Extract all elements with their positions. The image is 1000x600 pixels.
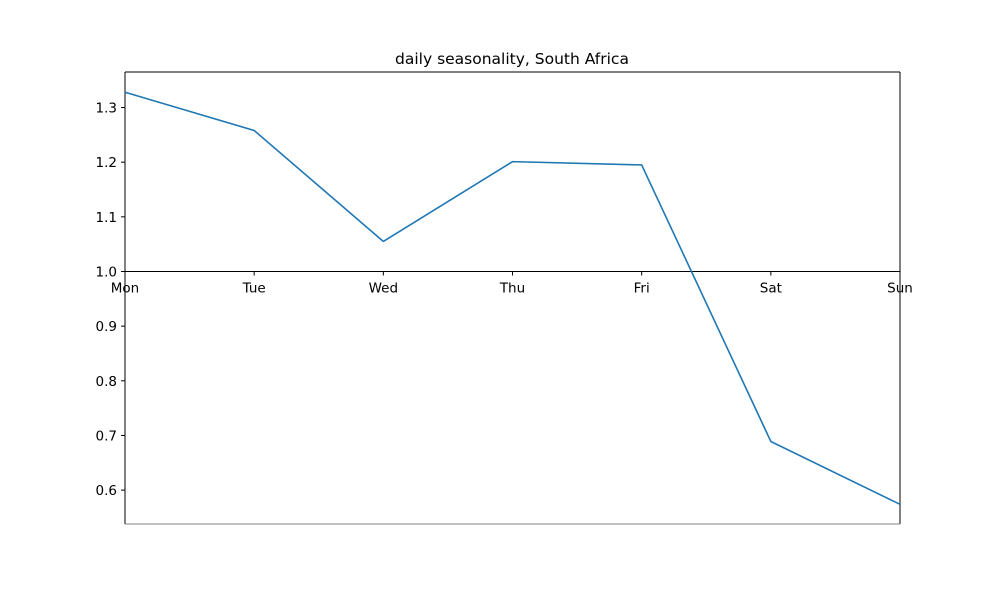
x-tick-label: Thu	[499, 280, 525, 296]
y-tick-label: 1.3	[96, 101, 117, 117]
y-tick-label: 0.8	[96, 374, 117, 390]
y-tick-label: 0.6	[96, 483, 117, 499]
y-tick-label: 1.2	[96, 155, 117, 171]
x-tick-label: Tue	[242, 280, 266, 296]
y-tick-label: 0.9	[96, 319, 117, 335]
chart-title: daily seasonality, South Africa	[395, 50, 629, 68]
x-tick-label: Mon	[111, 280, 139, 296]
x-tick-label: Sun	[887, 280, 913, 296]
y-tick-label: 1.0	[96, 264, 117, 280]
y-tick-label: 0.7	[96, 428, 117, 444]
y-tick-label: 1.1	[96, 210, 117, 226]
x-tick-label: Sat	[760, 280, 782, 296]
x-tick-label: Wed	[369, 280, 398, 296]
series-line	[124, 91, 901, 506]
x-tick-label: Fri	[634, 280, 650, 296]
